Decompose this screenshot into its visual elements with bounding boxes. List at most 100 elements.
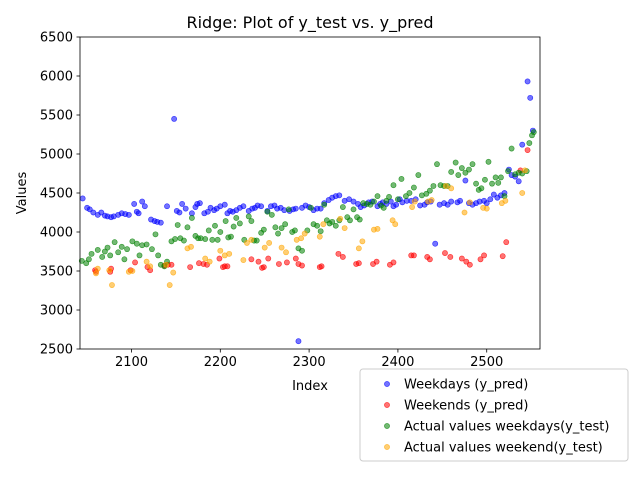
data-point <box>492 174 499 181</box>
data-point <box>524 147 531 153</box>
data-point <box>458 165 465 171</box>
data-point <box>240 203 247 210</box>
data-point <box>172 236 178 242</box>
data-point <box>448 198 455 205</box>
chart-title: Ridge: Plot of y_test vs. y_pred <box>186 13 433 33</box>
data-point <box>489 180 495 187</box>
y-axis: 2500 3000 3500 4000 4500 5000 5500 6000 6500 <box>40 31 80 358</box>
data-point <box>508 145 515 152</box>
data-point <box>501 193 508 200</box>
data-point <box>217 229 224 235</box>
data-point <box>233 215 240 221</box>
data-point <box>329 218 336 225</box>
y-tick-label: 4000 <box>40 226 73 241</box>
y-tick-label: 6000 <box>40 70 73 85</box>
legend-label: Actual values weekend(y_test) <box>404 441 603 456</box>
data-point <box>226 250 233 257</box>
data-point <box>275 230 281 237</box>
data-point <box>487 196 494 203</box>
data-point <box>222 218 229 224</box>
data-point <box>335 250 342 257</box>
data-point <box>457 197 463 204</box>
data-point <box>196 200 203 207</box>
data-point <box>466 199 473 206</box>
data-point <box>505 168 511 175</box>
data-point <box>393 201 400 208</box>
data-point <box>188 215 195 221</box>
data-point <box>171 116 178 122</box>
data-point <box>230 223 237 230</box>
data-point <box>83 260 90 267</box>
data-point <box>136 252 143 259</box>
data-point <box>502 197 509 204</box>
data-point <box>101 248 108 255</box>
y-axis-label: Values <box>15 172 30 215</box>
data-point <box>473 180 479 187</box>
data-point <box>519 190 526 196</box>
data-point <box>426 187 433 194</box>
data-point <box>202 255 209 262</box>
series-0 <box>79 78 536 345</box>
data-point <box>321 201 328 208</box>
data-point <box>121 256 128 263</box>
legend-label: Weekends (y_pred) <box>404 399 528 414</box>
data-point <box>316 233 323 240</box>
data-point <box>94 265 101 272</box>
data-point <box>143 258 150 265</box>
data-point <box>292 227 298 234</box>
data-point <box>179 201 186 207</box>
data-point <box>390 259 397 266</box>
data-point <box>216 255 223 262</box>
data-point <box>411 198 418 205</box>
data-point <box>307 204 314 211</box>
data-point <box>180 237 187 244</box>
data-point <box>245 213 252 220</box>
data-point <box>466 166 472 173</box>
legend-marker <box>384 444 390 450</box>
data-point <box>320 221 327 228</box>
data-point <box>350 198 357 205</box>
y-tick-label: 5500 <box>40 109 73 124</box>
data-point <box>212 222 218 229</box>
data-point <box>339 254 346 260</box>
legend-marker <box>384 381 390 387</box>
data-point <box>217 247 224 254</box>
x-tick-label: 2400 <box>381 355 414 370</box>
data-point <box>88 250 95 257</box>
data-point <box>278 244 285 251</box>
data-point <box>124 246 130 253</box>
data-point <box>152 231 159 238</box>
y-tick-label: 2500 <box>40 343 73 358</box>
data-point <box>248 256 255 263</box>
data-point <box>477 256 484 263</box>
data-point <box>209 236 216 243</box>
data-point <box>359 238 366 245</box>
x-axis: 2100 2200 2300 2400 2500 <box>115 349 503 370</box>
data-point <box>371 198 377 205</box>
data-point <box>483 205 490 212</box>
data-point <box>248 218 255 224</box>
legend: Weekdays (y_pred) Weekends (y_pred) Actual… <box>359 368 629 462</box>
data-point <box>426 256 433 263</box>
data-point <box>466 261 473 268</box>
data-point <box>332 222 339 229</box>
legend-marker <box>384 402 390 408</box>
data-point <box>389 217 396 224</box>
data-point <box>434 161 440 168</box>
data-point <box>202 236 209 242</box>
data-point <box>409 204 416 210</box>
x-tick-label: 2100 <box>115 355 148 370</box>
data-point <box>278 225 285 231</box>
data-point <box>503 239 510 246</box>
data-point <box>355 245 362 252</box>
data-point <box>261 244 268 251</box>
data-point <box>132 259 138 266</box>
data-point <box>106 267 113 274</box>
data-point <box>129 238 136 245</box>
data-point <box>205 227 212 234</box>
data-point <box>168 261 175 268</box>
data-point <box>526 140 533 146</box>
data-point <box>204 208 211 215</box>
data-point <box>214 236 221 243</box>
